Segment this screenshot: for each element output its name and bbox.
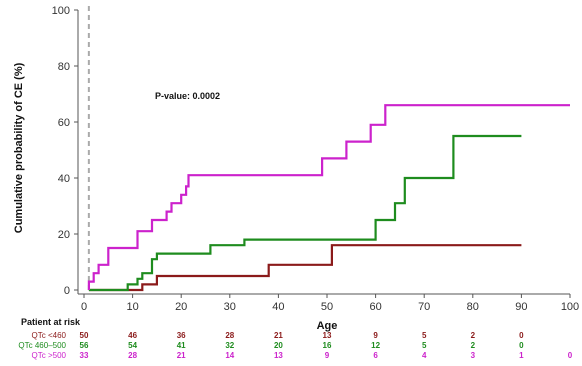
risk-value-r1-c4: 21 <box>274 331 283 340</box>
risk-value-r1-c2: 36 <box>177 331 186 340</box>
risk-value-r2-c9: 0 <box>519 341 524 350</box>
risk-value-r3-c1: 28 <box>128 351 137 360</box>
x-tick-label-90: 90 <box>515 301 527 313</box>
risk-value-r2-c2: 41 <box>177 341 186 350</box>
x-tick-label-40: 40 <box>272 301 284 313</box>
risk-value-r3-c0: 33 <box>80 351 89 360</box>
risk-value-r1-c7: 5 <box>422 331 427 340</box>
risk-value-r2-c4: 20 <box>274 341 283 350</box>
y-tick-label-40: 40 <box>58 173 70 185</box>
y-axis-title: Cumulative probability of CE (%) <box>13 62 25 233</box>
y-tick-label-20: 20 <box>58 229 70 241</box>
x-tick-label-60: 60 <box>369 301 381 313</box>
y-tick-label-60: 60 <box>58 117 70 129</box>
x-tick-label-70: 70 <box>418 301 430 313</box>
risk-value-r1-c8: 2 <box>471 331 476 340</box>
risk-value-r2-c3: 32 <box>225 341 234 350</box>
risk-value-r1-c0: 50 <box>80 331 89 340</box>
x-tick-label-100: 100 <box>561 301 579 313</box>
risk-value-r2-c5: 16 <box>323 341 332 350</box>
risk-value-r3-c10: 0 <box>568 351 573 360</box>
risk-row-label-1: QTc <460 <box>32 331 67 340</box>
axes: 0 20 40 60 80 100 0 10 20 30 40 50 60 70 80 90 100 <box>52 5 580 313</box>
risk-value-r1-c5: 13 <box>323 331 332 340</box>
risk-value-r3-c6: 6 <box>373 351 378 360</box>
risk-value-r2-c1: 54 <box>128 341 137 350</box>
series-line-1 <box>88 244 522 292</box>
p-value-annotation: P-value: 0.0002 <box>155 91 220 101</box>
risk-value-r1-c6: 9 <box>373 331 378 340</box>
risk-value-r3-c3: 14 <box>225 351 234 360</box>
y-tick-label-100: 100 <box>52 5 70 17</box>
series-line-3 <box>87 104 570 290</box>
x-tick-label-20: 20 <box>175 301 187 313</box>
x-tick-label-30: 30 <box>224 301 236 313</box>
risk-row-label-3: QTc >500 <box>32 351 67 360</box>
risk-value-r2-c8: 2 <box>471 341 476 350</box>
risk-table-title: Patient at risk <box>21 317 81 327</box>
risk-value-r1-c9: 0 <box>519 331 524 340</box>
risk-value-r2-c6: 12 <box>371 341 380 350</box>
series-line-2 <box>88 134 522 292</box>
risk-value-r3-c2: 21 <box>177 351 186 360</box>
risk-value-r2-c7: 5 <box>422 341 427 350</box>
risk-value-r2-c0: 56 <box>80 341 89 350</box>
risk-value-r3-c5: 9 <box>325 351 330 360</box>
x-tick-label-80: 80 <box>467 301 479 313</box>
series-layer <box>87 104 570 292</box>
risk-value-r3-c7: 4 <box>422 351 427 360</box>
x-tick-label-50: 50 <box>321 301 333 313</box>
risk-value-r3-c9: 1 <box>519 351 524 360</box>
risk-value-r3-c8: 3 <box>471 351 476 360</box>
y-tick-label-80: 80 <box>58 61 70 73</box>
x-tick-label-0: 0 <box>81 301 87 313</box>
risk-value-r3-c4: 13 <box>274 351 283 360</box>
risk-value-r1-c3: 28 <box>225 331 234 340</box>
x-tick-label-10: 10 <box>126 301 138 313</box>
x-axis-title: Age <box>317 320 338 332</box>
y-tick-label-0: 0 <box>64 285 70 297</box>
risk-value-r1-c1: 46 <box>128 331 137 340</box>
risk-row-label-2: QTc 460–500 <box>18 341 66 350</box>
